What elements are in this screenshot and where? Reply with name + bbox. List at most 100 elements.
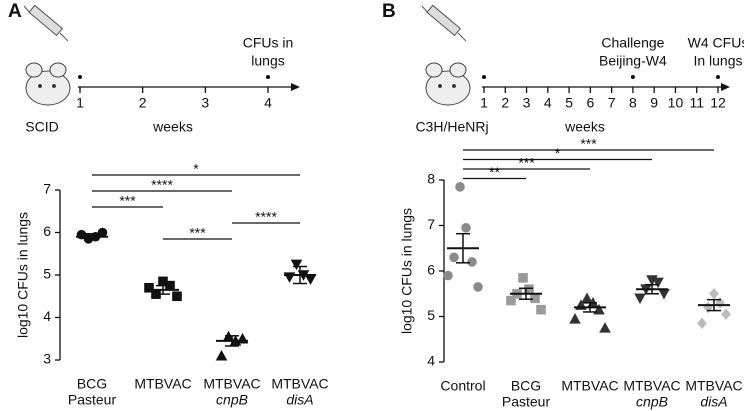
x-tick-label: MTBVAC xyxy=(271,376,328,392)
timeline-event-label: W4 CFUs xyxy=(688,35,744,51)
y-tick-label: 4 xyxy=(43,308,51,324)
x-tick-label: disA xyxy=(286,392,313,408)
timeline-strain: SCID xyxy=(25,119,58,135)
timeline-event-dot xyxy=(266,75,270,79)
x-tick-label: Pasteur xyxy=(502,394,551,410)
timeline-start-dot xyxy=(482,75,486,79)
timeline-tick-label: 1 xyxy=(480,95,488,111)
timeline-tick-label: 5 xyxy=(565,95,573,111)
x-tick-label: BCG xyxy=(77,376,107,392)
x-tick-label: BCG xyxy=(511,378,541,394)
y-tick-label: 5 xyxy=(43,266,51,282)
timeline-tick-label: 8 xyxy=(629,95,637,111)
timeline-tick-label: 4 xyxy=(544,95,552,111)
data-point xyxy=(652,277,664,289)
timeline-tick-label: 9 xyxy=(650,95,658,111)
significance-label: ** xyxy=(489,164,500,180)
significance-label: *** xyxy=(580,136,597,152)
x-tick-label: MTBVAC xyxy=(623,378,680,394)
timeline-tick-label: 11 xyxy=(689,95,704,111)
significance-label: * xyxy=(555,145,561,161)
timeline-event-label: lungs xyxy=(251,53,284,69)
timeline-strain: C3H/HeNRj xyxy=(415,119,488,135)
icon-syringe-b xyxy=(421,4,467,42)
data-point xyxy=(721,308,731,321)
significance-label: *** xyxy=(119,193,136,209)
y-tick-label: 3 xyxy=(43,351,51,367)
data-point xyxy=(473,282,483,292)
timeline-start-dot xyxy=(78,75,82,79)
x-tick-label: disA xyxy=(700,394,727,410)
data-point xyxy=(467,257,477,267)
x-tick-label: Pasteur xyxy=(68,392,117,408)
data-point xyxy=(506,295,516,306)
timeline-tick-label: 7 xyxy=(608,95,616,111)
timeline-event-dot xyxy=(630,75,635,79)
icon-mouse-b xyxy=(425,62,471,106)
x-tick-label: MTBVAC xyxy=(561,378,618,394)
timeline-tick-label: 3 xyxy=(201,95,209,111)
y-tick-label: 7 xyxy=(427,216,435,232)
y-tick-label: 6 xyxy=(427,262,435,278)
icon-mouse-a xyxy=(25,62,71,106)
panel-label: B xyxy=(382,1,396,22)
x-tick-label: MTBVAC xyxy=(685,378,742,394)
data-point xyxy=(449,252,459,263)
timeline-unit: weeks xyxy=(564,119,605,135)
timeline-event-label: In lungs xyxy=(693,53,742,69)
data-point xyxy=(709,287,719,300)
data-point xyxy=(599,322,611,333)
data-point xyxy=(715,297,725,309)
timeline-tick-label: 4 xyxy=(264,95,272,111)
timeline-arrow xyxy=(291,83,300,91)
x-tick-label: cnpB xyxy=(636,394,668,410)
data-point xyxy=(172,291,182,302)
x-tick-label: Control xyxy=(440,378,485,394)
data-point xyxy=(569,312,581,324)
timeline-unit: weeks xyxy=(152,119,193,135)
y-axis-label: log10 CFUs in lungs xyxy=(15,212,31,338)
significance-label: **** xyxy=(151,177,173,193)
x-tick-label: MTBVAC xyxy=(134,376,191,392)
data-point xyxy=(443,270,453,281)
timeline-tick-label: 3 xyxy=(523,95,531,111)
x-tick-label: MTBVAC xyxy=(203,376,260,392)
timeline-tick-label: 10 xyxy=(668,95,684,111)
timeline-event-label: CFUs in xyxy=(243,35,294,51)
y-tick-label: 4 xyxy=(427,353,435,369)
data-point xyxy=(455,182,465,192)
timeline-tick-label: 12 xyxy=(710,95,726,111)
timeline-event-label: Challenge xyxy=(601,35,664,51)
data-point xyxy=(703,301,713,314)
data-point xyxy=(290,259,303,271)
significance-label: **** xyxy=(255,209,277,225)
data-point xyxy=(536,304,546,315)
timeline-tick-label: 6 xyxy=(586,95,594,111)
significance-label: *** xyxy=(189,225,206,241)
data-point xyxy=(215,349,228,361)
icon-syringe-a xyxy=(23,4,69,42)
y-tick-label: 6 xyxy=(43,223,51,239)
data-point xyxy=(697,317,707,330)
data-point xyxy=(283,272,296,283)
data-point xyxy=(158,276,168,287)
panel-label: A xyxy=(8,1,22,22)
data-point xyxy=(524,284,534,294)
timeline-event-label: Beijing-W4 xyxy=(599,53,667,69)
y-tick-label: 7 xyxy=(43,181,51,197)
timeline-tick-label: 2 xyxy=(139,95,147,111)
data-point xyxy=(76,229,87,240)
y-axis-label: log10 CFUs in lungs xyxy=(399,208,415,334)
data-point xyxy=(461,222,471,233)
data-point xyxy=(97,227,108,238)
significance-label: * xyxy=(193,161,199,177)
x-tick-label: cnpB xyxy=(216,392,248,408)
data-point xyxy=(634,293,646,305)
data-point xyxy=(236,332,249,344)
data-point xyxy=(530,293,540,304)
y-tick-label: 5 xyxy=(427,307,435,323)
data-point xyxy=(518,273,528,283)
timeline-tick-label: 2 xyxy=(501,95,509,111)
data-point xyxy=(658,288,670,300)
